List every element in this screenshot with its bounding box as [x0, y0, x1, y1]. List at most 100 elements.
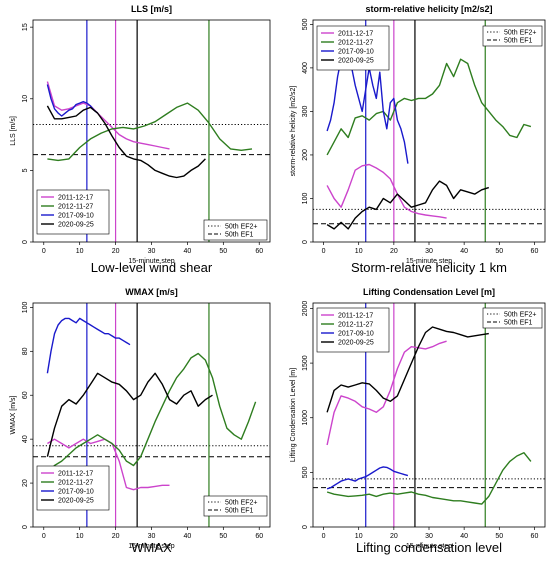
x-tick-label: 30: [425, 248, 433, 255]
legend-label: 2011-12-17: [338, 31, 373, 38]
x-tick-label: 30: [148, 533, 156, 540]
y-tick-label: 0: [302, 525, 309, 529]
x-tick-label: 10: [355, 248, 363, 255]
x-tick-label: 60: [531, 533, 539, 540]
y-tick-label: 100: [302, 193, 309, 205]
panel-caption: WMAX: [131, 540, 172, 555]
y-tick-label: 500: [302, 466, 309, 478]
y-tick-label: 0: [22, 525, 29, 529]
y-tick-label: 2000: [302, 301, 309, 317]
panel-wmax: WMAX [m/s] 0 10 20 30 40 50 60 0 20 40 60 80 100 15-mi…: [10, 287, 271, 555]
series-line-2020-09-25: [326, 180, 490, 230]
y-tick-label: 15: [22, 23, 29, 31]
legend-ref: 50th EF2+50th EF1: [203, 495, 268, 517]
y-axis-label: Lifting Condensation Level [m]: [290, 368, 297, 462]
series-line-2012-11-27: [326, 452, 532, 505]
series-line-2011-12-17: [326, 163, 447, 219]
series-line-2011-12-17: [326, 340, 447, 446]
panel-lcl: Lifting Condensation Level [m] 0 10 20 30 40 5…: [290, 287, 546, 555]
plot-area: [313, 303, 545, 527]
y-tick-label: 0: [302, 240, 309, 244]
x-tick-label: 10: [76, 533, 84, 540]
x-tick-label: 0: [42, 533, 46, 540]
y-tick-label: 20: [22, 479, 29, 487]
legend-label: 2017-09-10: [58, 213, 94, 220]
x-tick-label: 60: [255, 248, 263, 255]
x-tick-label: 40: [460, 248, 468, 255]
x-tick-label: 30: [148, 248, 156, 255]
y-tick-label: 1500: [302, 355, 309, 371]
panel-lls: LLS [m/s] 0 10 20 30 40 50 60 0 5 10 15 15-minute st…: [10, 4, 271, 275]
y-tick-label: 200: [302, 149, 309, 161]
legend-label: 2020-09-25: [58, 498, 94, 505]
x-tick-label: 50: [219, 248, 227, 255]
x-tick-label: 50: [495, 533, 503, 540]
series-line-2017-09-10: [46, 84, 99, 117]
series-line-2017-09-10: [46, 317, 131, 374]
plot-title: Lifting Condensation Level [m]: [363, 287, 495, 297]
plot-area: [33, 303, 270, 527]
legend-label: 2020-09-25: [58, 222, 94, 229]
plot-area: [33, 20, 270, 242]
y-tick-label: 40: [22, 435, 29, 443]
x-tick-label: 50: [219, 533, 227, 540]
series-line-2020-09-25: [46, 105, 206, 179]
y-tick-label: 0: [22, 240, 29, 244]
legend-series: 2011-12-17 2012-11-27 2017-09-10 2020-09-25: [36, 465, 110, 511]
y-axis-label: WMAX [m/s]: [10, 396, 17, 435]
x-axis-label: 15-minute step: [128, 258, 174, 265]
legend-label: 2012-11-27: [58, 204, 93, 211]
x-tick-label: 20: [390, 248, 398, 255]
y-tick-label: 100: [22, 301, 29, 313]
x-tick-label: 20: [112, 248, 120, 255]
series-line-2020-09-25: [46, 372, 213, 457]
x-tick-label: 0: [42, 248, 46, 255]
legend-label: 2012-11-27: [58, 480, 93, 487]
series-line-2012-11-27: [47, 102, 253, 162]
x-tick-label: 30: [425, 533, 433, 540]
x-tick-label: 50: [495, 248, 503, 255]
x-tick-label: 40: [184, 248, 192, 255]
panel-caption: Lifting condensation level: [356, 540, 502, 555]
x-axis-label: 15-minute step: [406, 543, 452, 550]
y-tick-label: 60: [22, 391, 29, 399]
legend-label: 2011-12-17: [58, 195, 93, 202]
legend-label: 50th EF2+: [225, 224, 258, 231]
legend-series: 2011-12-17 2012-11-27 2017-09-10 2020-09-25: [316, 25, 390, 71]
legend-box: [482, 25, 543, 47]
legend-label: 2012-11-27: [338, 40, 373, 47]
legend-label: 50th EF1: [225, 232, 254, 239]
legend-box: [203, 219, 268, 241]
x-tick-label: 40: [460, 533, 468, 540]
y-tick-label: 1000: [302, 410, 309, 426]
series-line-2011-12-17: [46, 81, 170, 150]
x-tick-label: 0: [322, 533, 326, 540]
legend-box: [203, 495, 268, 517]
legend-label: 50th EF1: [225, 508, 254, 515]
x-tick-label: 60: [531, 248, 539, 255]
series-line-2012-11-27: [46, 352, 257, 475]
legend-series: 2011-12-17 2012-11-27 2017-09-10 2020-09-25: [316, 307, 390, 353]
panel-caption: Low-level wind shear: [91, 260, 213, 275]
legend-series: 2011-12-17 2012-11-27 2017-09-10 2020-09-25: [36, 189, 110, 235]
y-tick-label: 10: [22, 95, 29, 103]
legend-ref: 50th EF2+50th EF1: [482, 25, 543, 47]
panel-srh: storm-relative helicity [m2/s2] 0 10 20 30 40…: [290, 4, 546, 275]
legend-label: 2011-12-17: [58, 471, 93, 478]
legend-label: 2012-11-27: [338, 322, 373, 329]
legend-box: [482, 307, 543, 329]
legend-label: 50th EF2+: [504, 30, 537, 37]
series-line-2012-11-27: [326, 58, 532, 156]
legend-label: 50th EF1: [504, 38, 533, 45]
y-tick-label: 400: [302, 62, 309, 74]
plot-title: storm-relative helicity [m2/s2]: [365, 4, 492, 14]
legend-ref: 50th EF2+50th EF1: [482, 307, 543, 329]
x-tick-label: 20: [390, 533, 398, 540]
legend-ref: 50th EF2+50th EF1: [203, 219, 268, 241]
y-tick-label: 500: [302, 18, 309, 30]
x-tick-label: 10: [355, 533, 363, 540]
x-tick-label: 60: [255, 533, 263, 540]
series-line-2017-09-10: [326, 466, 409, 490]
